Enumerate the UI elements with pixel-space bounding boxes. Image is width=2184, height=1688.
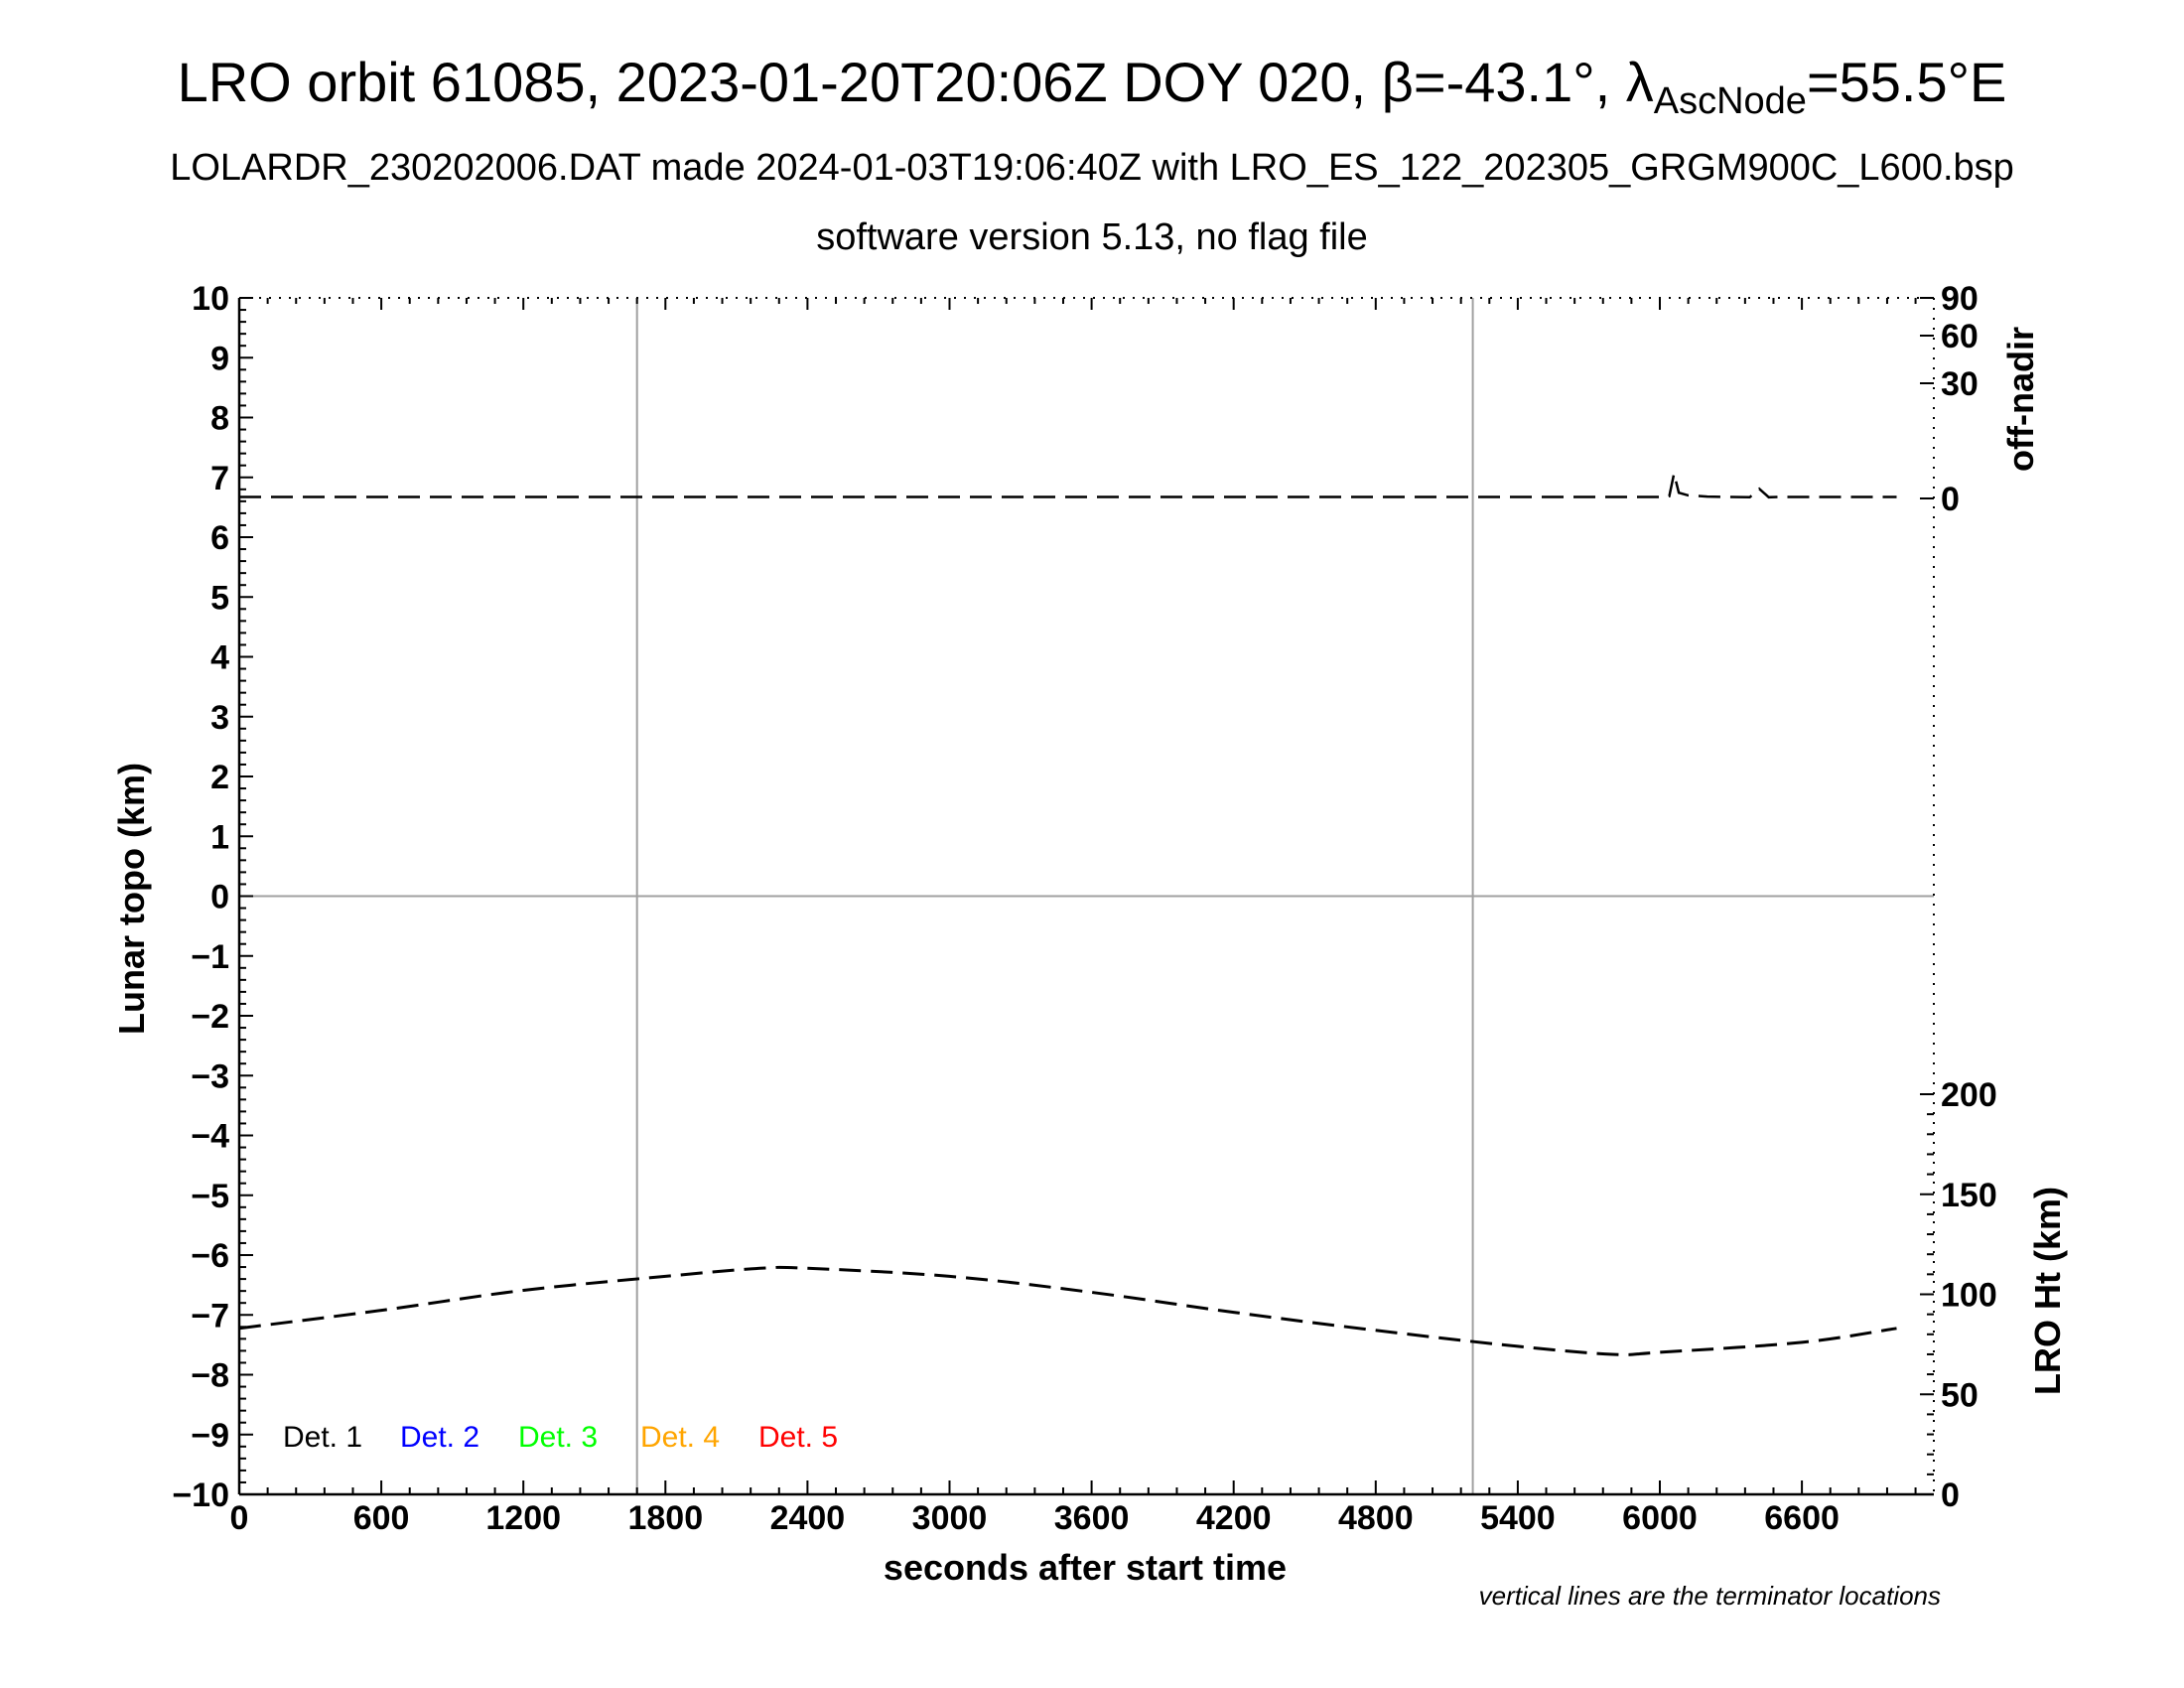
lro-ht-tick-label: 50 [1941,1376,1979,1414]
title-orbit: LRO orbit 61085, 2023-01-20T20:06Z DOY 0… [177,51,1382,113]
series-layer [238,473,1897,1356]
y-tick-label: −7 [191,1297,229,1335]
legend-entry: Det. 4 [640,1421,720,1454]
x-tick-label: 5400 [1480,1499,1556,1537]
terminator-note: vertical lines are the terminator locati… [1479,1581,1941,1611]
y-tick-label: 7 [210,460,229,497]
off-nadir-tick-label: 30 [1941,365,1979,403]
x-tick-label: 6000 [1622,1499,1698,1537]
y-axis-label-off-nadir: off-nadir [2000,327,2041,472]
legend-entry: Det. 3 [518,1421,598,1454]
x-tick-label: 0 [230,1499,249,1537]
y-tick-label: 3 [210,699,229,737]
y-tick-label: 4 [210,639,229,677]
labels-layer: 0 600 1200 1800 2400 3000 3600 4200 4800 5400 6000… [172,280,1996,1537]
y-tick-label: 2 [210,759,229,796]
off-nadir-series [239,473,1897,499]
lro-height-series [238,1265,1897,1356]
y-tick-label: −8 [191,1357,229,1395]
y-tick-label: 5 [210,579,229,617]
y-tick-label: −6 [191,1237,229,1275]
legend-entry: Det. 1 [283,1421,362,1454]
off-nadir-tick-label: 90 [1941,280,1979,318]
chart-subtitle-version: software version 5.13, no flag file [816,216,1368,258]
title-lambda-value: =55.5°E [1806,51,2007,113]
y-tick-label: 1 [210,818,229,856]
y-tick-label: −2 [191,998,229,1036]
lro-ht-tick-label: 150 [1941,1177,1997,1214]
lro-ht-tick-label: 0 [1941,1477,1960,1514]
x-axis-label: seconds after start time [884,1547,1287,1588]
y-tick-label: −4 [191,1118,229,1156]
x-tick-label: 3600 [1054,1499,1130,1537]
y-tick-label: −5 [191,1178,229,1215]
y-tick-label: 9 [210,340,229,377]
y-tick-label: −10 [172,1477,229,1514]
y-tick-label: 8 [210,400,229,438]
y-tick-label: −3 [191,1057,229,1095]
lro-ht-tick-label: 100 [1941,1277,1997,1315]
x-tick-label: 600 [353,1499,410,1537]
lro-ht-tick-label: 200 [1941,1076,1997,1114]
y-tick-label: 6 [210,519,229,557]
x-tick-label: 6600 [1764,1499,1840,1537]
off-nadir-tick-label: 0 [1941,481,1960,518]
chart-subtitle: LOLARDR_230202006.DAT made 2024-01-03T19… [170,147,2014,189]
grid-layer [239,298,1934,1494]
title-lambda: λ [1625,51,1654,113]
x-tick-label: 1800 [627,1499,703,1537]
legend-entry: Det. 2 [400,1421,479,1454]
title-lambda-subscript: AscNode [1653,80,1807,122]
y-tick-label: −9 [191,1417,229,1455]
y-axis-label-left: Lunar topo (km) [111,763,152,1035]
chart-title: LRO orbit 61085, 2023-01-20T20:06Z DOY 0… [0,50,2184,123]
x-tick-label: 4200 [1196,1499,1272,1537]
x-tick-label: 4800 [1338,1499,1414,1537]
y-axis-label-lro-ht: LRO Ht (km) [2027,1187,2068,1395]
y-tick-label: 0 [210,879,229,916]
x-tick-label: 3000 [912,1499,988,1537]
y-tick-label: 10 [192,280,229,318]
legend-entry: Det. 5 [758,1421,838,1454]
y-tick-label: −1 [191,938,229,976]
x-tick-label: 1200 [485,1499,561,1537]
x-tick-label: 2400 [770,1499,846,1537]
off-nadir-tick-label: 60 [1941,318,1979,355]
title-beta: β=-43.1°, [1381,51,1626,113]
